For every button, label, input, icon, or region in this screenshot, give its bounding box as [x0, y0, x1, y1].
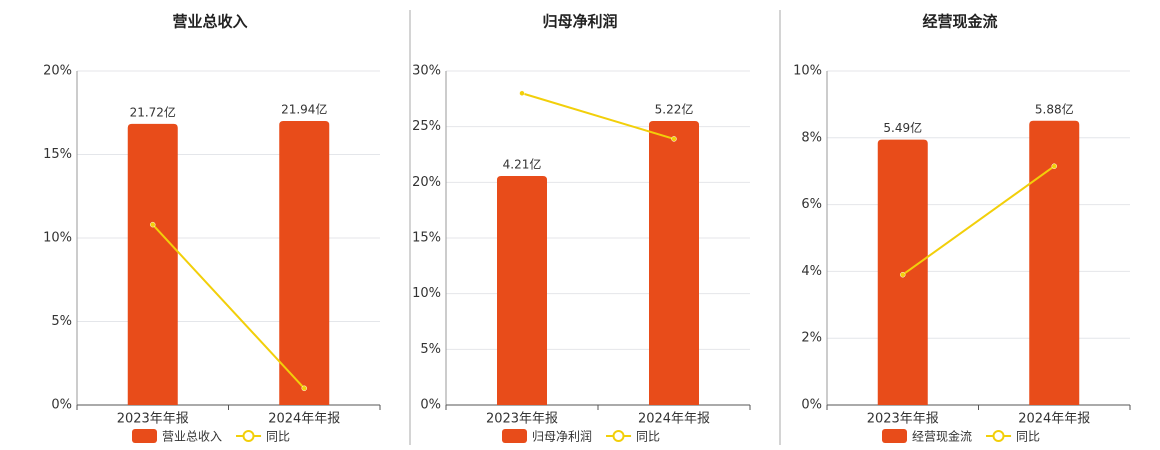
legend-label: 同比 — [1016, 430, 1040, 444]
y-tick-label: 2% — [801, 331, 822, 346]
value-label: 5.22亿 — [655, 102, 694, 117]
y-tick-label: 30% — [412, 64, 441, 79]
y-tick-label: 6% — [801, 197, 822, 212]
y-tick-label: 20% — [43, 64, 72, 79]
point — [519, 90, 525, 97]
line — [152, 223, 305, 389]
value-label: 21.72亿 — [130, 104, 176, 119]
y-tick-label: 0% — [420, 398, 441, 413]
x-tick-label: 2023年年报 — [486, 412, 558, 427]
y-tick-label: 15% — [43, 147, 72, 162]
point — [301, 385, 307, 392]
bar — [279, 120, 330, 405]
y-tick-label: 0% — [801, 398, 822, 413]
x-tick-label: 2024年年报 — [268, 412, 340, 427]
chart-title: 经营现金流 — [922, 13, 997, 31]
value-label: 4.21亿 — [503, 156, 542, 171]
y-tick-label: 15% — [412, 231, 441, 246]
y-tick-label: 0% — [51, 398, 72, 413]
point — [671, 136, 677, 142]
x-tick-label: 2023年年报 — [117, 412, 189, 427]
point — [1051, 163, 1057, 169]
y-tick-label: 8% — [801, 130, 822, 145]
legend-label: 营业总收入 — [162, 430, 222, 444]
legend-label: 归母净利润 — [532, 430, 592, 444]
y-tick-label: 10% — [793, 64, 822, 79]
x-tick-label: 2024年年报 — [638, 412, 710, 427]
x-tick-label: 2024年年报 — [1018, 412, 1090, 427]
legend-label: 同比 — [636, 430, 660, 444]
y-tick-label: 5% — [51, 314, 72, 329]
chart-title: 营业总收入 — [172, 13, 247, 31]
line — [902, 165, 1055, 276]
y-tick-label: 5% — [420, 342, 441, 357]
y-tick-label: 4% — [801, 264, 822, 279]
bar — [127, 123, 178, 405]
legend-swatch — [882, 429, 907, 443]
legend-swatch — [242, 430, 255, 442]
value-label: 5.88亿 — [1035, 101, 1074, 116]
x-tick-label: 2023年年报 — [867, 412, 939, 427]
legend-swatch — [132, 429, 157, 443]
y-tick-label: 25% — [412, 119, 441, 134]
legend-label: 同比 — [266, 430, 290, 444]
chart-title: 归母净利润 — [542, 13, 617, 31]
line — [521, 92, 675, 140]
legend-label: 经营现金流 — [912, 429, 972, 444]
value-label: 5.49亿 — [883, 120, 922, 135]
bar — [1029, 120, 1080, 405]
y-tick-label: 20% — [412, 175, 441, 190]
point — [150, 221, 156, 228]
legend-swatch — [992, 430, 1005, 442]
legend-swatch — [612, 430, 625, 442]
point — [900, 271, 906, 278]
legend-swatch — [502, 429, 527, 443]
bar — [497, 175, 547, 405]
bar — [649, 121, 699, 406]
y-tick-label: 10% — [43, 231, 72, 246]
value-label: 21.94亿 — [281, 101, 327, 116]
y-tick-label: 10% — [412, 286, 441, 301]
